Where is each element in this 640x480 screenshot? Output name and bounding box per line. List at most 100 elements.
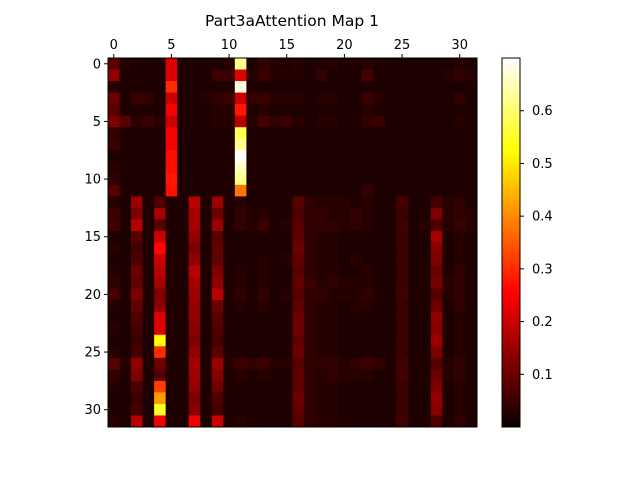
heatmap-cell <box>177 58 190 70</box>
heatmap-cell <box>246 311 259 324</box>
y-axis-ticks: 0 5 10 15 20 25 30 <box>84 57 108 418</box>
heatmap-cell <box>142 357 155 370</box>
heatmap-cell <box>280 380 293 393</box>
heatmap-cell <box>165 161 178 174</box>
heatmap-cell <box>384 254 397 266</box>
heatmap-cell <box>211 357 224 370</box>
heatmap-cell <box>361 81 374 93</box>
heatmap-cell <box>188 369 201 382</box>
heatmap-cell <box>200 69 213 82</box>
heatmap-cell <box>327 277 340 290</box>
heatmap-cell <box>142 184 155 197</box>
heatmap-cell <box>338 161 351 174</box>
heatmap-cell <box>384 58 397 70</box>
heatmap-cell <box>200 150 213 163</box>
heatmap-cell <box>442 242 455 255</box>
heatmap-cell <box>396 300 409 313</box>
heatmap-cell <box>396 369 409 382</box>
heatmap-cell <box>280 242 293 255</box>
heatmap-cell <box>154 403 167 416</box>
heatmap-cell <box>373 323 386 336</box>
heatmap-cell <box>234 207 247 220</box>
heatmap-cell <box>223 150 236 163</box>
heatmap-cell <box>223 311 236 324</box>
heatmap-cell <box>338 254 351 266</box>
heatmap-cell <box>453 311 466 324</box>
heatmap-cell <box>304 173 316 186</box>
heatmap-cell <box>142 242 155 255</box>
heatmap-cell <box>200 104 213 117</box>
heatmap-cell <box>131 230 143 243</box>
heatmap-cell <box>430 403 443 416</box>
heatmap-cell <box>165 81 178 93</box>
heatmap-cell <box>188 403 201 416</box>
heatmap-cell <box>234 69 247 82</box>
heatmap-cell <box>200 81 213 93</box>
heatmap-cell <box>465 81 478 93</box>
heatmap-cell <box>165 254 178 266</box>
heatmap-cell <box>292 403 305 416</box>
heatmap-cell <box>119 277 132 290</box>
heatmap-cell <box>200 415 213 428</box>
heatmap-cell <box>257 403 270 416</box>
heatmap-cell <box>373 173 386 186</box>
heatmap-cell <box>269 58 282 70</box>
heatmap-cell <box>430 300 443 313</box>
heatmap-cell <box>257 173 270 186</box>
colorbar-tick-label: 0.6 <box>532 104 553 119</box>
heatmap-cell <box>280 323 293 336</box>
heatmap-cell <box>396 288 409 301</box>
heatmap-cell <box>154 311 167 324</box>
heatmap-cell <box>154 415 167 428</box>
heatmap-cell <box>465 334 478 347</box>
heatmap-cell <box>119 184 132 197</box>
heatmap-cell <box>142 380 155 393</box>
heatmap-cell <box>384 265 397 278</box>
heatmap-cell <box>165 369 178 382</box>
heatmap-cell <box>154 69 167 82</box>
heatmap-cell <box>280 403 293 416</box>
heatmap-cell <box>142 415 155 428</box>
heatmap-cell <box>211 323 224 336</box>
heatmap-cell <box>419 300 432 313</box>
heatmap-cell <box>419 392 432 405</box>
heatmap-cell <box>234 127 247 140</box>
x-tick-label: 25 <box>394 38 411 53</box>
heatmap-cell <box>142 219 155 232</box>
heatmap-cell <box>269 184 282 197</box>
heatmap-cell <box>223 92 236 105</box>
heatmap-cell <box>280 334 293 347</box>
heatmap-cell <box>315 334 328 347</box>
heatmap-cell <box>223 219 236 232</box>
heatmap-cell <box>350 230 363 243</box>
heatmap-cell <box>465 323 478 336</box>
heatmap-cell <box>154 334 167 347</box>
heatmap-cell <box>211 369 224 382</box>
heatmap-cell <box>177 230 190 243</box>
heatmap-cell <box>350 127 363 140</box>
heatmap-cell <box>200 196 213 209</box>
heatmap-cell <box>453 254 466 266</box>
heatmap-cell <box>465 230 478 243</box>
heatmap-cell <box>234 161 247 174</box>
heatmap-cell <box>211 242 224 255</box>
heatmap-cell <box>442 265 455 278</box>
heatmap-cell <box>419 69 432 82</box>
heatmap-cell <box>407 196 420 209</box>
heatmap-cell <box>154 392 167 405</box>
x-tick-label: 5 <box>167 38 175 53</box>
heatmap-cell <box>292 81 305 93</box>
heatmap-cell <box>396 127 409 140</box>
heatmap-cell <box>165 392 178 405</box>
heatmap-cell <box>211 403 224 416</box>
heatmap-cell <box>142 346 155 359</box>
heatmap-cell <box>407 230 420 243</box>
heatmap-cell <box>177 288 190 301</box>
heatmap-cell <box>442 104 455 117</box>
heatmap-cell <box>165 288 178 301</box>
heatmap-cell <box>200 138 213 151</box>
heatmap-cell <box>384 392 397 405</box>
x-tick-label: 30 <box>451 38 468 53</box>
heatmap-cell <box>407 184 420 197</box>
heatmap-cell <box>142 127 155 140</box>
